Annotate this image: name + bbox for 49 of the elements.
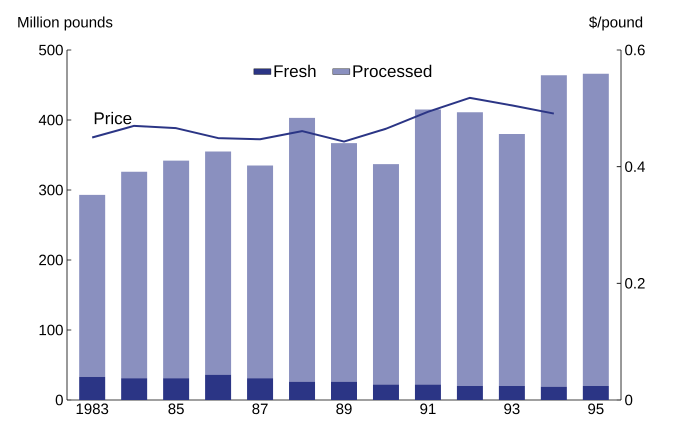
bar (331, 382, 357, 400)
y2-tick-label: 0.4 (625, 161, 645, 172)
bar (121, 172, 148, 378)
bar (331, 143, 357, 382)
y-axis-title: Million pounds (18, 16, 112, 30)
series-label: Price (94, 112, 132, 124)
bar (289, 382, 316, 400)
y-tick-label: 200 (39, 254, 63, 266)
legend-label: Fresh (274, 64, 316, 78)
x-tick-label: 91 (420, 404, 436, 414)
y-tick-label: 500 (39, 44, 63, 56)
bar (79, 376, 106, 400)
x-tick-label: 1983 (76, 404, 108, 414)
y-tick-label: 400 (38, 114, 63, 126)
bar (372, 384, 399, 400)
y-tick-label: 0 (56, 394, 63, 406)
bar (540, 75, 567, 387)
legend-label: Processed (353, 64, 432, 78)
bar (582, 386, 609, 400)
y-tick-label: 300 (39, 184, 63, 196)
x-tick-label: 95 (588, 404, 604, 414)
bar (163, 378, 190, 400)
bar (498, 386, 525, 400)
bar (372, 164, 399, 385)
bar (163, 160, 190, 378)
bar (498, 134, 525, 386)
bar (456, 386, 483, 400)
bar (247, 165, 274, 378)
x-tick-label: 93 (504, 404, 520, 414)
bar (582, 74, 609, 386)
bar (414, 384, 441, 400)
bar (121, 378, 148, 400)
bar (456, 112, 483, 386)
bar (540, 386, 567, 400)
x-tick-label: 87 (252, 404, 268, 414)
y2-tick-label: 0.6 (625, 44, 645, 56)
bar (205, 151, 232, 375)
bar (205, 374, 232, 400)
bar (414, 109, 441, 385)
y2-tick-label: 0 (625, 394, 632, 406)
x-tick-label: 85 (168, 404, 184, 414)
x-tick-label: 89 (336, 404, 352, 414)
line-series (91, 96, 555, 143)
y2-axis-title: $/pound (589, 16, 642, 30)
y-tick-label: 100 (40, 324, 63, 336)
bar (247, 378, 274, 400)
y2-tick-label: 0.2 (625, 278, 645, 289)
bar (79, 194, 106, 377)
bar (289, 118, 316, 382)
